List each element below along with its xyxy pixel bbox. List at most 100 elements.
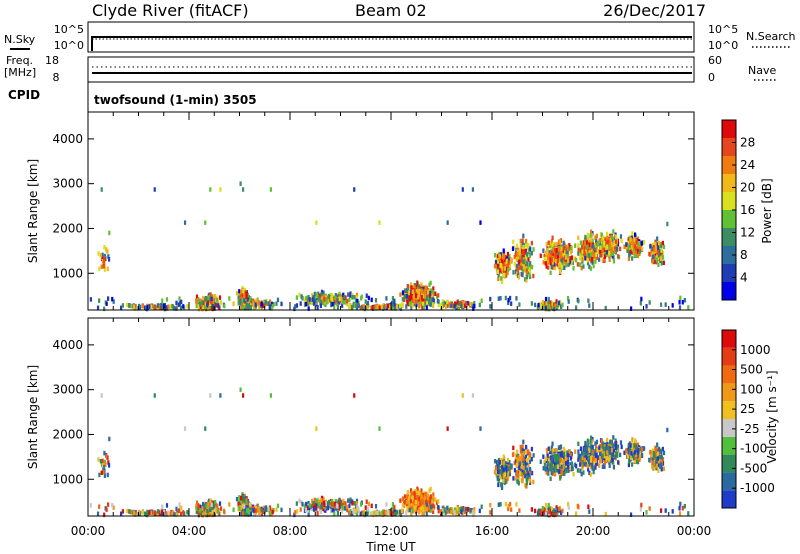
power-cell <box>524 248 528 254</box>
power-cell <box>105 247 108 253</box>
power-cell <box>430 298 433 303</box>
velocity-cell <box>497 476 501 481</box>
power-cell <box>153 304 156 309</box>
velocity-cell <box>412 502 415 508</box>
velocity-cell <box>586 450 589 456</box>
power-cell <box>456 300 459 305</box>
velocity-cell <box>601 453 604 459</box>
velocity-cell <box>509 464 512 469</box>
power-cell <box>612 237 615 242</box>
power-cell <box>195 300 198 305</box>
velocity-cell <box>245 511 248 517</box>
velocity-cell <box>351 501 354 506</box>
velocity-cell <box>551 458 554 463</box>
power-cell <box>494 259 498 265</box>
velocity-cell <box>555 467 558 473</box>
power-cell <box>504 257 507 262</box>
power-cell <box>557 300 561 306</box>
velocity-cell <box>577 441 580 447</box>
power-cell <box>553 264 556 270</box>
velocity-cell <box>240 495 243 501</box>
velocity-cell <box>527 463 530 468</box>
power-cell <box>415 302 418 307</box>
velocity-cell <box>565 450 568 456</box>
velocity-cell <box>432 509 435 514</box>
power-cell <box>432 289 435 295</box>
velocity-cell <box>506 457 510 463</box>
power-cell <box>213 301 216 307</box>
velocity-cell <box>432 495 435 501</box>
power-cell <box>640 296 643 302</box>
velocity-cell <box>546 463 549 469</box>
power-cell <box>243 300 247 306</box>
velocity-cell <box>504 463 507 468</box>
power-cell <box>547 296 550 302</box>
power-cell <box>243 298 246 303</box>
power-cell <box>547 240 550 246</box>
power-cell <box>571 257 574 263</box>
power-cell <box>659 243 662 248</box>
velocity-cell <box>591 466 594 471</box>
velocity-cell <box>627 454 630 459</box>
power-cell <box>401 297 404 302</box>
velocity-cell <box>552 448 555 453</box>
velocity-cell <box>519 444 522 450</box>
velocity-cell <box>437 499 440 504</box>
power-cell <box>440 305 444 311</box>
velocity-cell <box>428 488 431 493</box>
ytick-label: 1000 <box>52 266 83 280</box>
power-cell <box>615 246 619 252</box>
power-cell <box>664 302 667 307</box>
power-cell <box>241 295 244 300</box>
velocity-cell <box>596 455 600 460</box>
power-cell <box>413 293 416 299</box>
velocity-cell <box>545 466 549 472</box>
power-cell <box>295 303 299 308</box>
velocity-cell <box>410 502 413 508</box>
power-cell <box>317 291 320 297</box>
power-cell <box>547 255 550 260</box>
velocity-cell <box>337 499 340 505</box>
velocity-cell <box>567 468 570 473</box>
velocity-cell <box>577 449 580 454</box>
velocity-cell <box>581 463 584 468</box>
power-cell <box>569 256 572 261</box>
power-cell <box>521 263 524 269</box>
velocity-cell <box>588 448 591 454</box>
power-cell <box>89 297 92 302</box>
station-title: Clyde River (fitACF) <box>92 1 249 20</box>
power-cell <box>509 258 512 263</box>
velocity-cell <box>614 445 617 450</box>
velocity-cell <box>410 491 413 496</box>
power-cell <box>604 245 607 251</box>
velocity-cell <box>555 505 558 510</box>
power-cell <box>418 300 421 305</box>
power-cell <box>219 300 223 305</box>
power-cell <box>537 303 540 308</box>
power-cell <box>599 245 602 251</box>
power-cell <box>311 297 314 302</box>
velocity-cell <box>516 455 520 461</box>
power-cell <box>493 263 497 269</box>
power-cell <box>633 237 636 243</box>
power-cell <box>525 278 528 283</box>
power-cell <box>367 295 370 301</box>
power-cell <box>466 300 470 306</box>
power-cell <box>241 305 245 311</box>
velocity-cell <box>500 482 503 487</box>
velocity-cell <box>426 506 429 511</box>
power-cell <box>446 220 449 225</box>
velocity-cell <box>655 452 658 457</box>
velocity-cell <box>508 471 511 476</box>
power-cell <box>403 297 406 303</box>
power-cell <box>590 238 593 243</box>
power-cell <box>515 253 518 259</box>
power-cell <box>480 298 483 304</box>
power-cell <box>570 255 574 260</box>
power-cell <box>565 244 568 250</box>
power-cell <box>498 254 501 259</box>
power-cell <box>159 305 162 310</box>
power-cell <box>651 254 654 260</box>
velocity-cell <box>598 463 601 468</box>
